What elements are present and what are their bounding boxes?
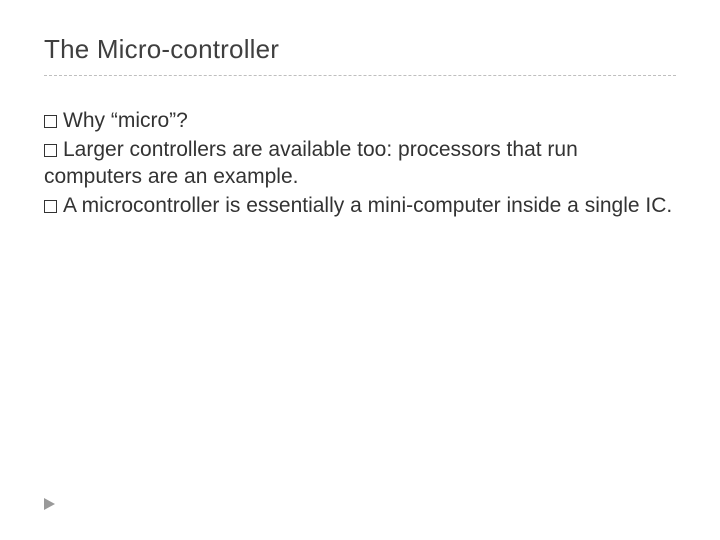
bullet-text: A microcontroller is essentially a mini-… [63,194,672,217]
footer-arrow-icon [44,498,58,510]
square-bullet-icon [44,200,57,213]
slide-title: The Micro-controller [44,34,676,65]
title-divider [44,75,676,76]
bullet-item: A microcontroller is essentially a mini-… [44,193,676,220]
bullet-text: Why “micro”? [63,109,188,132]
bullet-item: Larger controllers are available too: pr… [44,137,676,191]
bullet-list: Why “micro”? Larger controllers are avai… [44,108,676,220]
slide: The Micro-controller Why “micro”? Larger… [0,0,720,540]
square-bullet-icon [44,115,57,128]
square-bullet-icon [44,144,57,157]
bullet-text: Larger controllers are available too: pr… [44,138,578,188]
bullet-item: Why “micro”? [44,108,676,135]
